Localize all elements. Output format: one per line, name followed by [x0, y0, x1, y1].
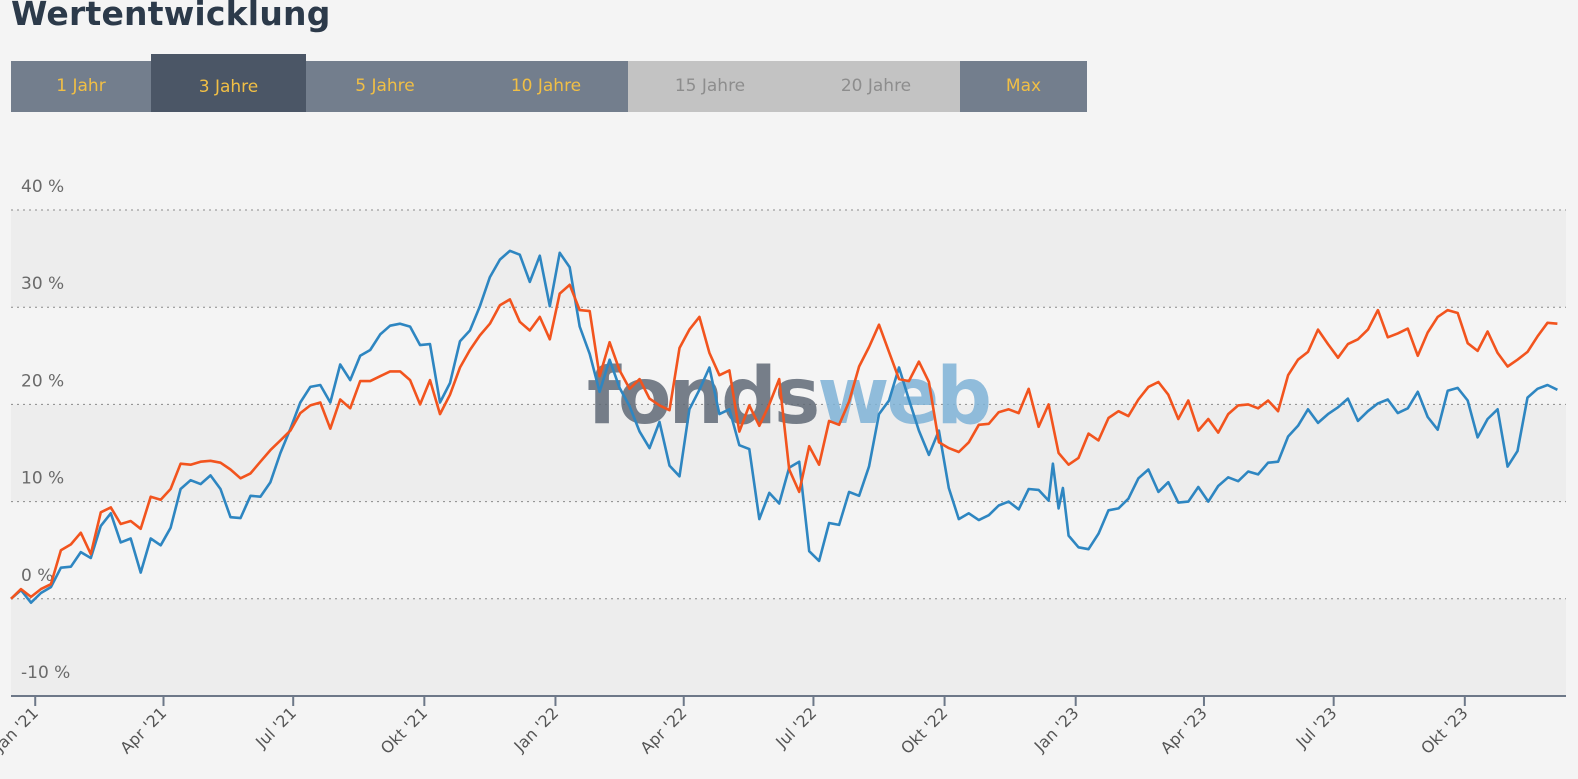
x-tick-label: Jul '21	[251, 703, 300, 752]
series-line-2	[10, 283, 1558, 600]
x-axis-ticks	[34, 696, 1466, 706]
tab-max[interactable]: Max	[960, 61, 1087, 112]
y-axis-labels: 40 % 30 % 20 % 10 % 0 % -10 %	[21, 177, 70, 683]
y-tick-label: 20 %	[21, 371, 64, 391]
page-title: Wertentwicklung	[11, 0, 331, 33]
tab-3-jahre[interactable]: 3 Jahre	[151, 54, 306, 112]
x-tick-label: Okt '22	[897, 703, 951, 757]
watermark-web: web	[817, 352, 989, 442]
tab-20-jahre: 20 Jahre	[792, 61, 960, 112]
chart-gridlines	[11, 209, 1566, 600]
y-tick-label: 0 %	[21, 566, 53, 586]
x-axis-labels: Jan '21 Apr '21 Jul '21 Okt '21 Jan '22 Apr '…	[0, 703, 1472, 757]
tab-15-jahre: 15 Jahre	[628, 61, 792, 112]
chart-bands	[11, 210, 1566, 696]
x-tick-label: Okt '23	[1417, 703, 1471, 757]
x-tick-label: Jan '21	[0, 703, 42, 756]
watermark-fonds: fonds	[587, 352, 817, 442]
x-tick-label: Jan '23	[1030, 703, 1083, 756]
tab-10-jahre[interactable]: 10 Jahre	[464, 61, 628, 112]
y-tick-label: 30 %	[21, 274, 64, 294]
chart-band	[11, 598, 1566, 696]
y-tick-label: -10 %	[21, 663, 70, 683]
x-tick-label: Jan '22	[510, 703, 563, 756]
x-tick-label: Apr '21	[116, 703, 170, 757]
x-tick-label: Jul '23	[1292, 703, 1341, 752]
y-tick-label: 10 %	[21, 469, 64, 489]
chart-lines	[10, 249, 1558, 604]
x-tick-label: Okt '21	[377, 703, 431, 757]
x-tick-label: Jul '22	[771, 703, 820, 752]
chart-band	[11, 210, 1566, 308]
tab-1-jahr[interactable]: 1 Jahr	[11, 61, 151, 112]
chart-band	[11, 501, 1566, 599]
x-tick-label: Apr '23	[1157, 703, 1211, 757]
chart-band	[11, 307, 1566, 405]
tab-5-jahre[interactable]: 5 Jahre	[306, 61, 464, 112]
series-line-1	[10, 249, 1558, 604]
x-tick-label: Apr '22	[636, 703, 690, 757]
y-tick-label: 40 %	[21, 177, 64, 197]
